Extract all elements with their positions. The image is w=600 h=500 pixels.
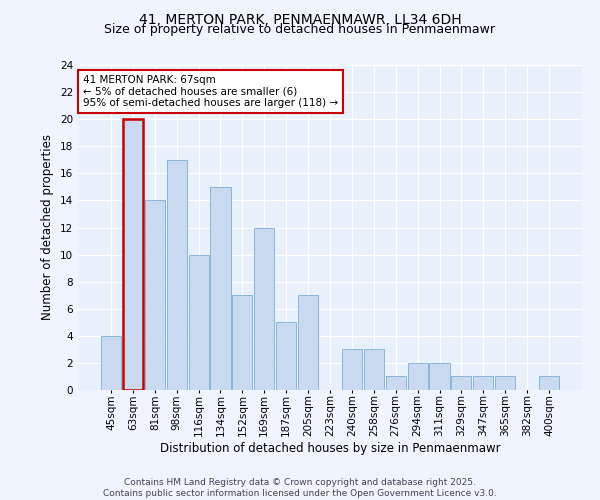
Y-axis label: Number of detached properties: Number of detached properties [41, 134, 55, 320]
Bar [298, 295, 318, 390]
Bar [539, 376, 559, 390]
Bar [232, 295, 253, 390]
X-axis label: Distribution of detached houses by size in Penmaenmawr: Distribution of detached houses by size … [160, 442, 500, 455]
Bar [101, 336, 121, 390]
Bar [276, 322, 296, 390]
Bar [145, 200, 165, 390]
Bar [167, 160, 187, 390]
Bar [407, 363, 428, 390]
Bar [254, 228, 274, 390]
Text: 41, MERTON PARK, PENMAENMAWR, LL34 6DH: 41, MERTON PARK, PENMAENMAWR, LL34 6DH [139, 12, 461, 26]
Bar [364, 350, 384, 390]
Text: Contains HM Land Registry data © Crown copyright and database right 2025.
Contai: Contains HM Land Registry data © Crown c… [103, 478, 497, 498]
Text: Size of property relative to detached houses in Penmaenmawr: Size of property relative to detached ho… [104, 22, 496, 36]
Bar [473, 376, 493, 390]
Bar [430, 363, 449, 390]
Bar [188, 254, 209, 390]
Bar [386, 376, 406, 390]
Bar [342, 350, 362, 390]
Bar [123, 119, 143, 390]
Bar [451, 376, 472, 390]
Bar [495, 376, 515, 390]
Text: 41 MERTON PARK: 67sqm
← 5% of detached houses are smaller (6)
95% of semi-detach: 41 MERTON PARK: 67sqm ← 5% of detached h… [83, 74, 338, 108]
Bar [211, 187, 230, 390]
